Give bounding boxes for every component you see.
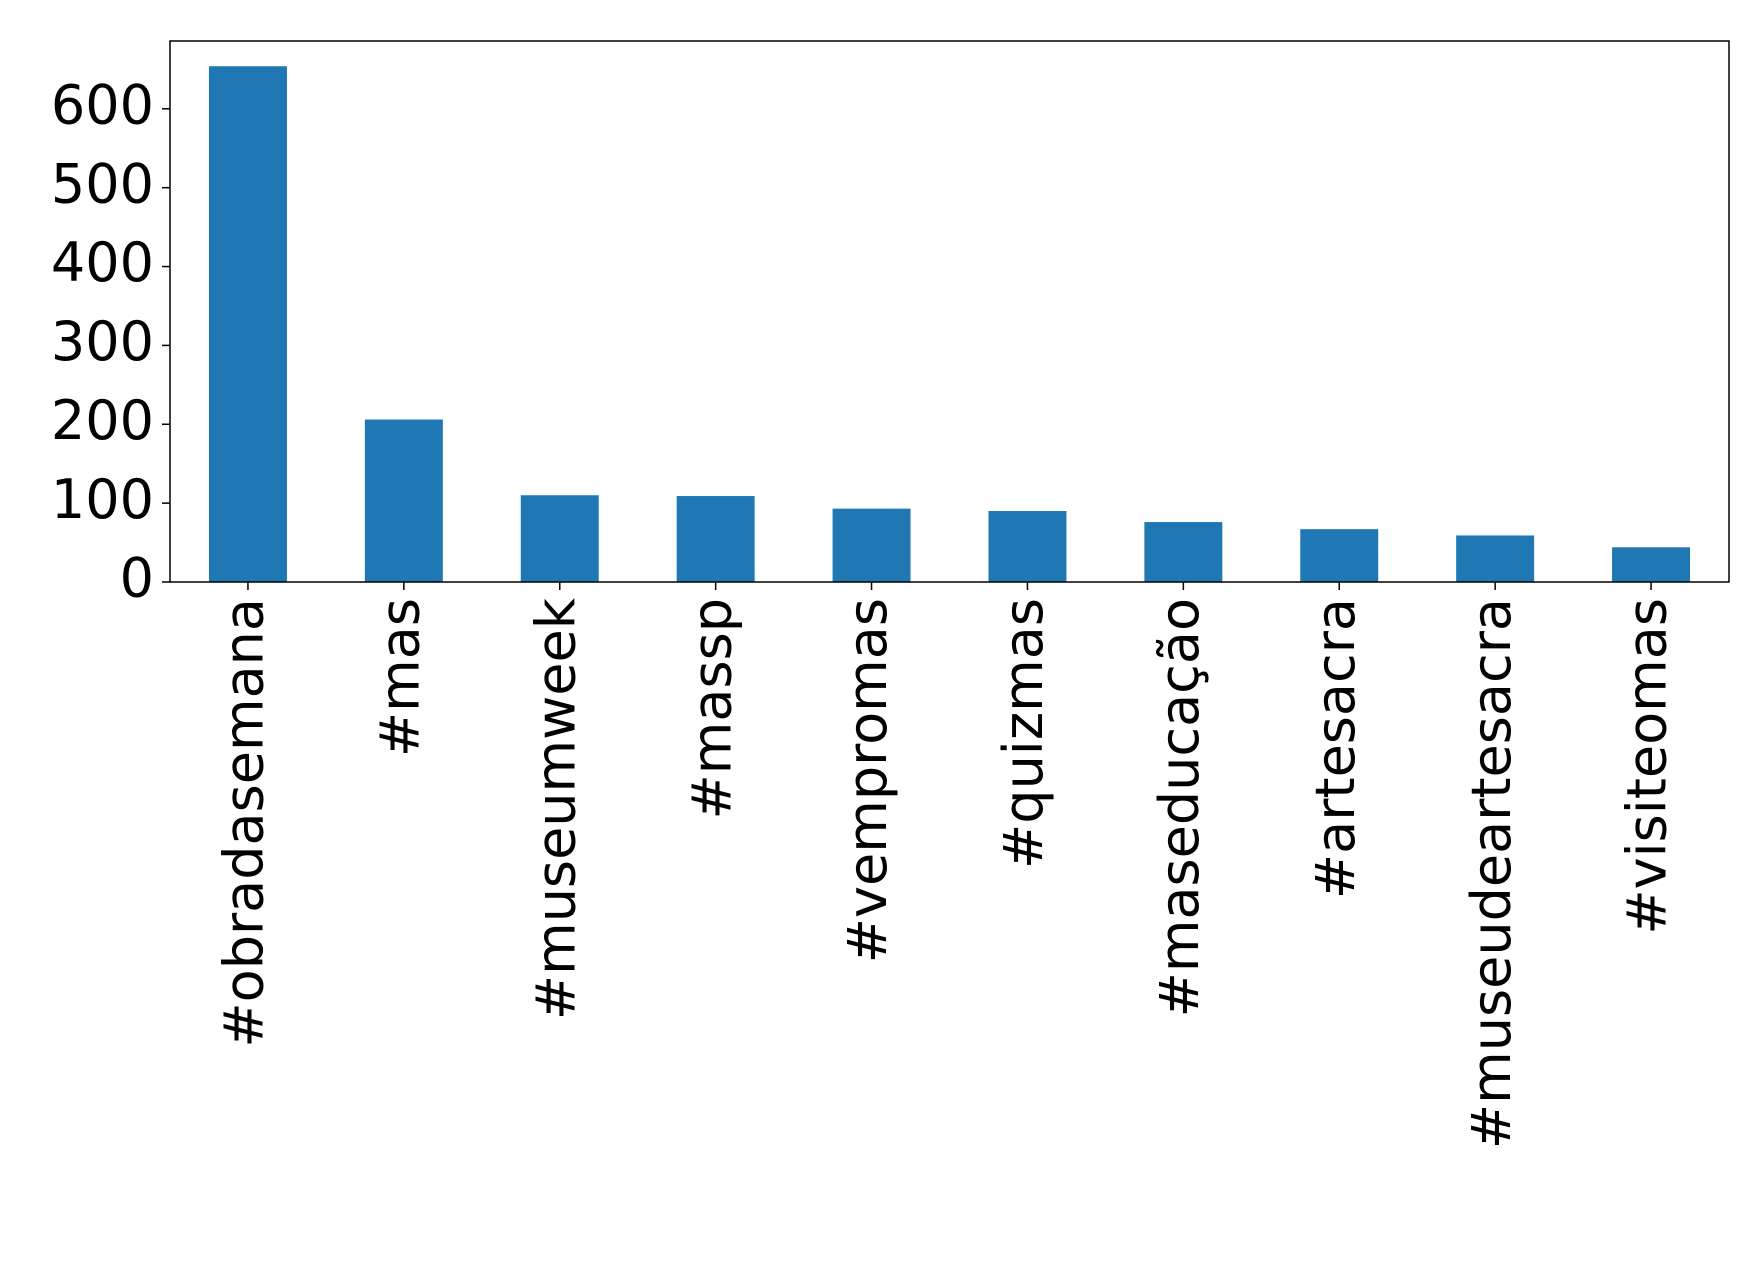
x-tick-label: #vempromas [836,598,899,963]
y-tick-label: 0 [120,547,154,610]
x-tick-label: #visiteomas [1616,598,1679,935]
bar [364,419,443,582]
y-tick-label: 400 [51,231,154,294]
y-tick-label: 200 [51,389,154,452]
y-tick-label: 100 [51,468,154,531]
x-tick-label: #massp [680,598,743,819]
x-tick-label: #museumweek [524,597,587,1020]
bar [1456,535,1535,582]
y-tick-label: 600 [51,73,154,136]
plot-frame [169,40,1730,583]
x-tick-label: #maseducação [1148,598,1211,1017]
bar [988,511,1067,582]
bar [208,66,287,583]
x-tick-label: #mas [368,598,431,757]
x-tick-label: #museudeartesacra [1460,598,1523,1149]
bar [676,496,755,582]
bar [832,508,911,582]
x-tick-label: #quizmas [992,598,1055,869]
x-tick-label: #artesacra [1304,598,1367,899]
y-tick-label: 300 [51,310,154,373]
bar [520,495,599,582]
bar [1300,529,1379,582]
bar [1144,522,1223,582]
y-tick-label: 500 [51,152,154,215]
x-tick-label: #obradasemana [213,598,276,1048]
bar [1612,547,1691,582]
